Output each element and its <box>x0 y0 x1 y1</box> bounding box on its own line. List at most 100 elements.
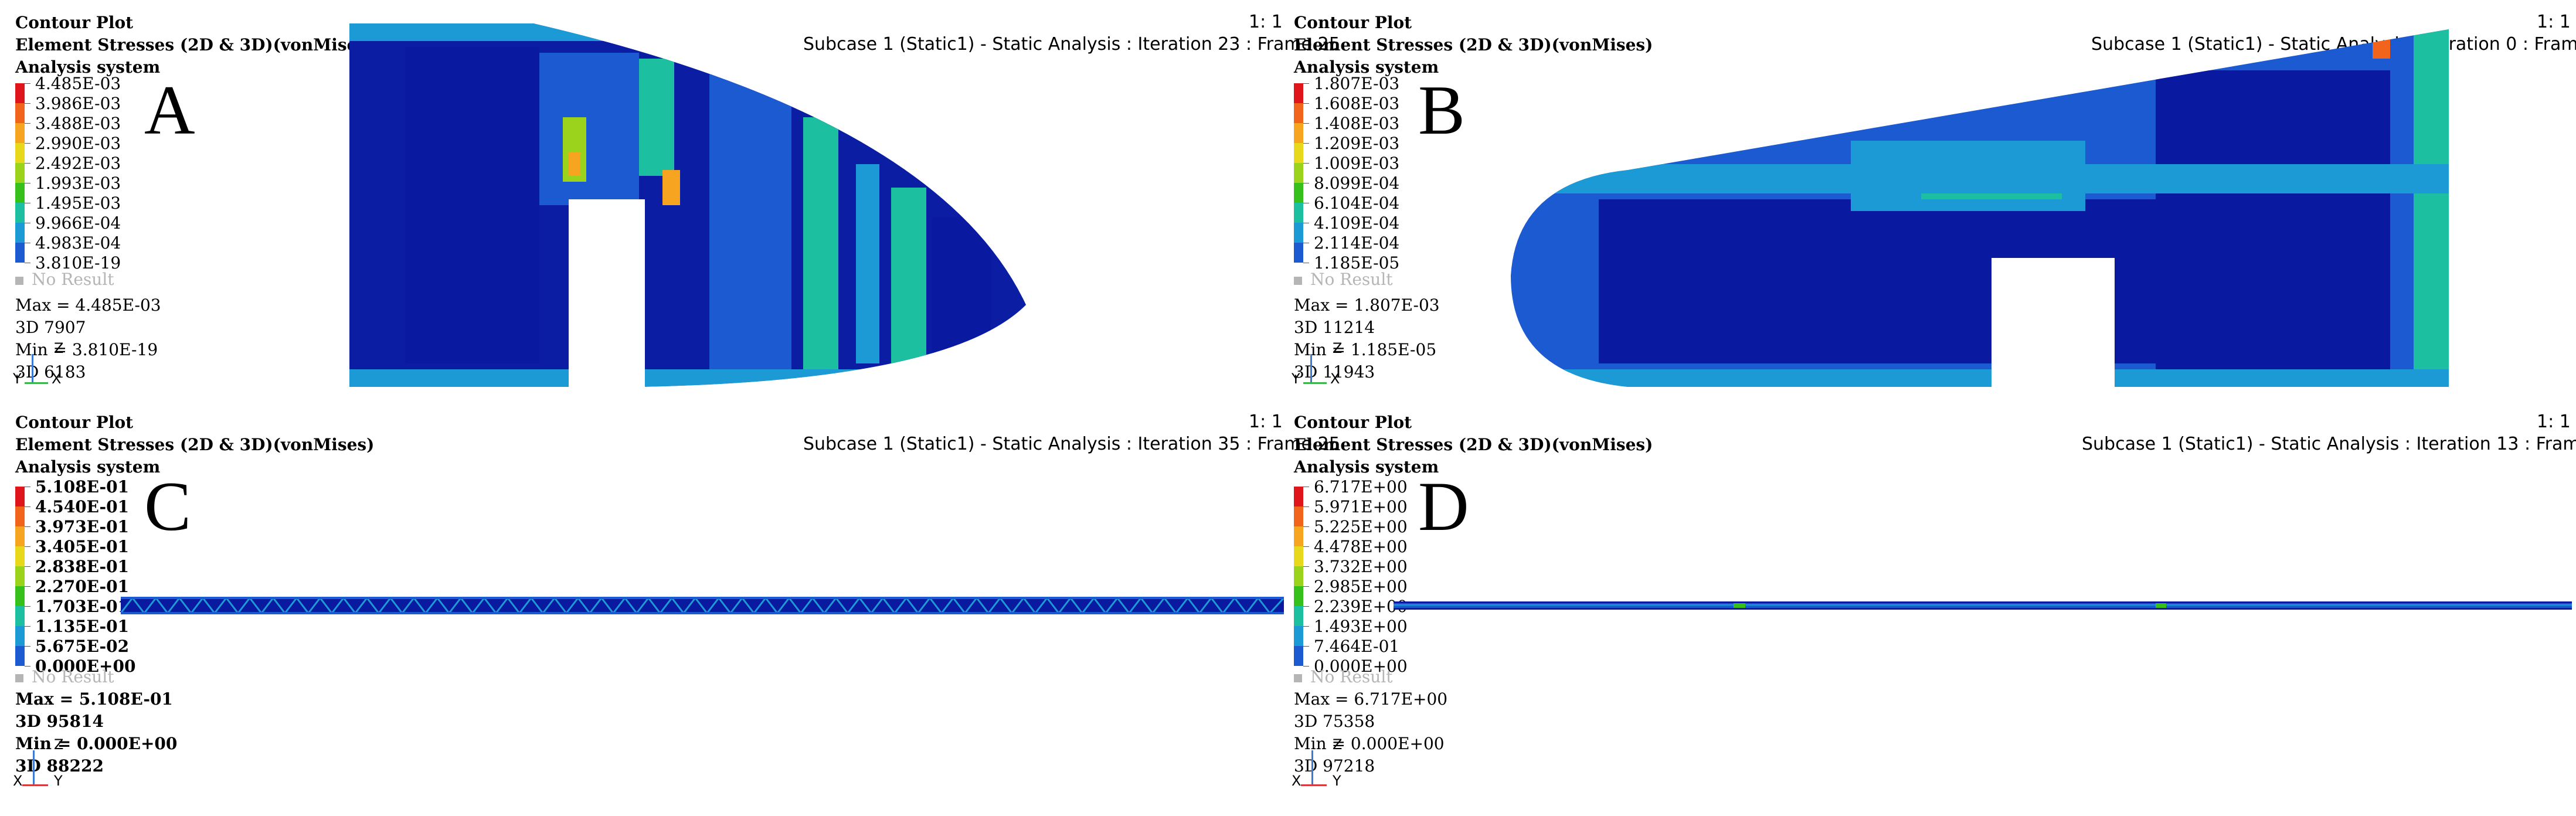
legend-tick <box>1303 103 1309 104</box>
legend-swatch <box>15 546 25 566</box>
legend-value: 9.966E-04 <box>35 213 121 233</box>
legend-tick <box>25 586 30 587</box>
triad-up-label: Z <box>54 736 64 753</box>
legend-value: 1.493E+00 <box>1314 617 1408 636</box>
legend-swatch <box>15 103 25 123</box>
max-min-info: Max = 6.717E+00 3D 75358 Min = 0.000E+00… <box>1294 688 1447 777</box>
triad-right-label: X <box>1330 370 1340 387</box>
min-element: 3D 88222 <box>15 756 104 776</box>
legend-swatch <box>1294 646 1303 666</box>
legend-swatch <box>1294 163 1303 183</box>
max-element: 3D 7907 <box>15 318 86 337</box>
max-value: Max = 5.108E-01 <box>15 689 173 709</box>
legend-tick <box>25 546 30 547</box>
legend-swatch <box>15 526 25 546</box>
legend-value: 1.408E-03 <box>1314 114 1400 133</box>
legend-swatch <box>15 566 25 586</box>
legend-tick <box>25 606 30 607</box>
legend-swatch <box>15 143 25 163</box>
analysis-system: Analysis system <box>15 457 161 477</box>
plot-title: Contour Plot <box>15 13 134 32</box>
legend-swatch <box>15 203 25 223</box>
min-value: Min = 0.000E+00 <box>15 734 178 753</box>
legend-swatch <box>1294 526 1303 546</box>
legend-value: 2.492E-03 <box>35 154 121 173</box>
plot-title-block: Contour Plot Element Stresses (2D & 3D)(… <box>1294 12 1653 79</box>
legend-value: 2.270E-01 <box>35 577 130 596</box>
triad-left-label: X <box>13 773 23 789</box>
legend-swatch <box>15 606 25 626</box>
legend-swatch <box>15 506 25 526</box>
legend-value: 4.485E-03 <box>35 74 121 93</box>
axis-triad: Z X Y <box>1292 736 1356 795</box>
min-element: 3D 97218 <box>1294 756 1375 776</box>
triad-axis-icon <box>1301 784 1327 786</box>
legend-swatch <box>1294 606 1303 626</box>
legend-swatch <box>1294 103 1303 123</box>
scale-label: 1: 1 <box>2537 412 2571 432</box>
legend-value: 7.464E-01 <box>1314 637 1400 656</box>
legend-value: 3.973E-01 <box>35 517 130 536</box>
legend-value: 2.838E-01 <box>35 557 130 576</box>
no-result-label: No Result <box>32 667 114 686</box>
legend-value: 2.239E+00 <box>1314 597 1408 616</box>
plot-title-block: Contour Plot Element Stresses (2D & 3D)(… <box>15 12 374 79</box>
stress-contour-model <box>1511 29 2449 393</box>
legend-swatch <box>1294 143 1303 163</box>
legend-value: 2.990E-03 <box>35 134 121 153</box>
max-element: 3D 95814 <box>15 712 104 731</box>
no-result-swatch <box>1294 276 1302 285</box>
legend-swatch <box>15 243 25 263</box>
no-result-swatch <box>15 276 23 285</box>
legend-value: 3.732E+00 <box>1314 557 1408 576</box>
result-type: Element Stresses (2D & 3D)(vonMises) <box>1294 35 1653 55</box>
stress-contour-model <box>1394 601 2572 610</box>
subcase-label: Subcase 1 (Static1) - Static Analysis : … <box>803 34 1340 55</box>
no-result-swatch <box>15 674 23 682</box>
triad-axis-icon <box>1310 354 1312 383</box>
legend-swatch <box>15 646 25 666</box>
legend-tick <box>1303 626 1309 627</box>
legend-tick <box>25 123 30 124</box>
subcase-label: Subcase 1 (Static1) - Static Analysis : … <box>2082 434 2576 454</box>
legend-value: 2.985E+00 <box>1314 577 1408 596</box>
legend-swatch <box>1294 243 1303 263</box>
legend-tick <box>25 506 30 507</box>
legend-swatch <box>1294 223 1303 243</box>
triad-axis-icon <box>32 354 33 383</box>
legend-value: 3.810E-19 <box>35 253 121 273</box>
legend-swatch <box>15 163 25 183</box>
legend-tick <box>25 646 30 647</box>
stress-contour-model <box>121 597 1284 614</box>
result-type: Element Stresses (2D & 3D)(vonMises) <box>15 435 375 454</box>
legend-value: 5.225E+00 <box>1314 517 1408 536</box>
triad-left-label: X <box>1292 773 1301 789</box>
legend-swatch <box>15 83 25 103</box>
legend-value: 3.986E-03 <box>35 94 121 113</box>
min-value: Min = 1.185E-05 <box>1294 340 1437 359</box>
panel-letter: C <box>144 467 192 545</box>
plot-title-block: Contour Plot Element Stresses (2D & 3D)(… <box>1294 412 1653 478</box>
legend-value: 1.608E-03 <box>1314 94 1400 113</box>
legend-value: 1.993E-03 <box>35 174 121 193</box>
legend-swatch <box>15 487 25 506</box>
triad-up-label: Z <box>1333 736 1343 753</box>
no-result-key: No Result <box>15 667 114 686</box>
triad-axis-icon <box>22 784 48 786</box>
legend-value: 5.675E-02 <box>35 637 130 656</box>
legend-swatch <box>1294 506 1303 526</box>
legend-value: 6.104E-04 <box>1314 193 1400 213</box>
legend-swatch <box>1294 546 1303 566</box>
no-result-swatch <box>1294 674 1302 682</box>
analysis-system: Analysis system <box>1294 457 1439 477</box>
legend-swatch <box>1294 203 1303 223</box>
plot-title: Contour Plot <box>1294 413 1412 432</box>
triad-right-label: Y <box>54 773 63 789</box>
legend-tick <box>1303 546 1309 547</box>
legend-value: 3.405E-01 <box>35 537 130 556</box>
max-min-info: Max = 1.807E-03 3D 11214 Min = 1.185E-05… <box>1294 294 1440 383</box>
legend-swatch <box>15 586 25 606</box>
triad-up-label: Z <box>1333 340 1343 356</box>
legend-tick <box>25 103 30 104</box>
panel-d: Contour Plot Element Stresses (2D & 3D)(… <box>1288 408 2576 816</box>
